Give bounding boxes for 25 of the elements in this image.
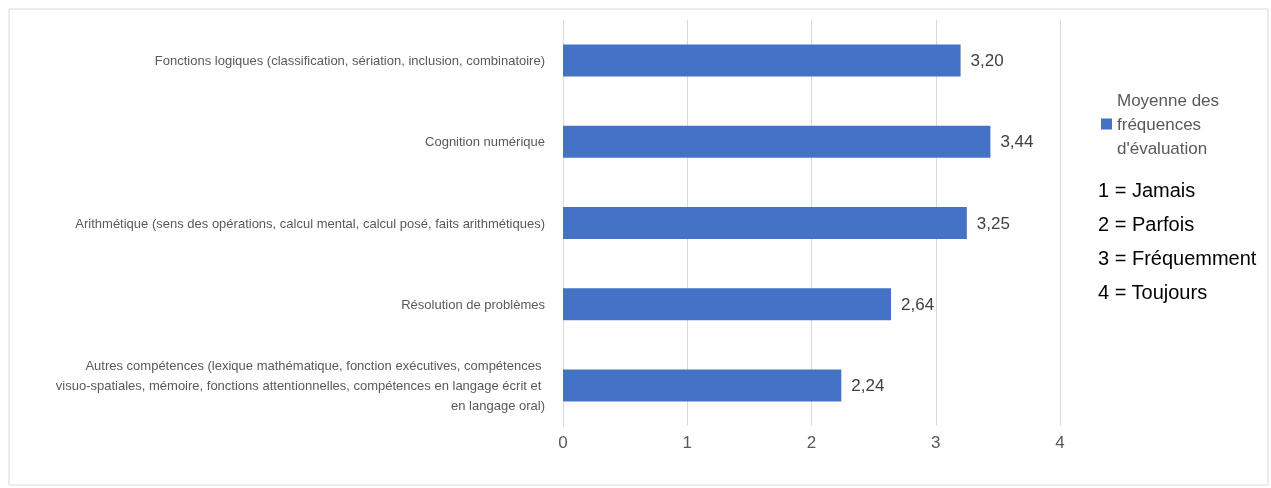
data-label: 2,64	[901, 294, 935, 314]
bar	[563, 369, 842, 402]
y-tick-label: Fonctions logiques (classification, sériation, inclusion, combinatoire)	[154, 53, 545, 69]
y-tick-label: Cognition numérique	[425, 134, 545, 150]
x-tick-label: 2	[806, 433, 817, 452]
text: 3 = Fréquemment	[1098, 247, 1257, 269]
bar	[563, 207, 967, 239]
bar	[563, 44, 961, 77]
y-tick-label: Résolution de problèmes	[401, 296, 546, 312]
data-label: 2,24	[851, 375, 885, 395]
bar	[563, 125, 991, 158]
legend-label: Moyenne des fréquences d'évaluation	[1117, 90, 1224, 158]
data-label: 3,20	[970, 51, 1004, 71]
text: 4 = Toujours	[1098, 281, 1208, 303]
text: 2 = Parfois	[1098, 213, 1195, 235]
data-label: 3,44	[1000, 132, 1034, 152]
data-label: 3,25	[976, 213, 1010, 233]
x-tick-label: 0	[558, 433, 568, 452]
y-tick-label: Arithmétique (sens des opérations, calcul mental, calcul posé, faits arithmétiques)	[75, 215, 545, 231]
y-tick-label: Autres compétences (lexique mathématique, fonction exécutives, compétences visuo-spatiales, mémoire, fonctions attentionnelles, compétences en langage écrit et en langage oral)	[55, 357, 545, 413]
x-tick-label: 4	[1055, 433, 1065, 452]
bar	[563, 288, 892, 321]
x-tick-label: 3	[931, 433, 941, 452]
x-tick-label: 1	[682, 433, 692, 452]
text: 1 = Jamais	[1098, 179, 1196, 201]
